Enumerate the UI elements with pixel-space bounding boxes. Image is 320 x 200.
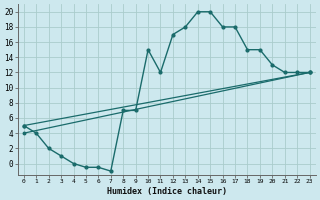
X-axis label: Humidex (Indice chaleur): Humidex (Indice chaleur) xyxy=(107,187,227,196)
